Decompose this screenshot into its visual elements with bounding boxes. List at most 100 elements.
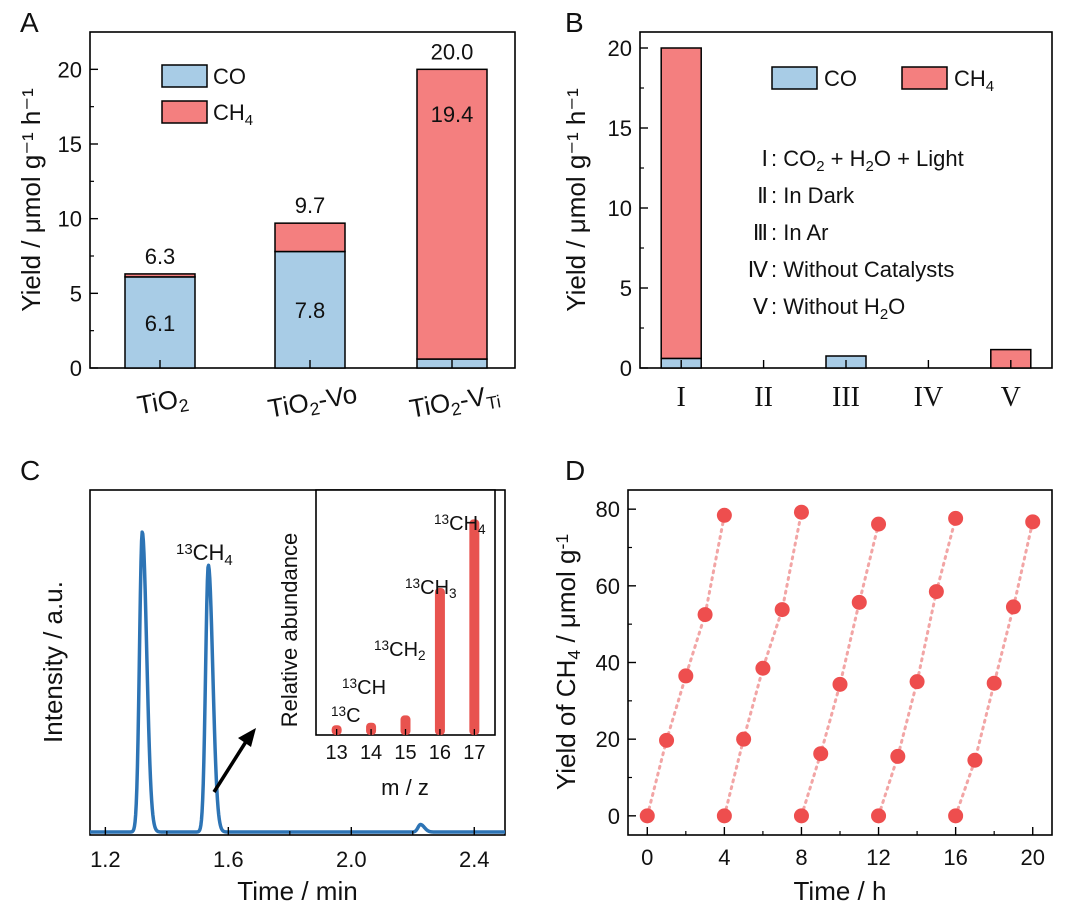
legend-label-co: CO <box>824 66 857 91</box>
x-tick-label: 2.4 <box>459 847 490 872</box>
y-tick-label: 20 <box>596 727 620 752</box>
data-point <box>1025 514 1041 530</box>
y-tick-label: 5 <box>70 281 82 306</box>
bar-value-label: 6.1 <box>145 311 176 336</box>
y-tick-label: 15 <box>608 116 632 141</box>
condition-text: : CO2 + H2O + Light <box>771 146 964 175</box>
x-tick-label: 20 <box>1020 845 1044 870</box>
data-point <box>967 752 983 768</box>
inset-y-axis-label: Relative abundance <box>277 533 302 727</box>
y-tick-label: 60 <box>596 574 620 599</box>
inset-x-axis-label: m / z <box>381 775 429 800</box>
x-tick-label: 16 <box>943 845 967 870</box>
x-tick-label: 2.0 <box>336 847 367 872</box>
y-tick-label: 40 <box>596 651 620 676</box>
y-tick-label: 10 <box>608 196 632 221</box>
legend-swatch-ch4 <box>901 66 948 90</box>
data-point <box>909 674 925 690</box>
bar-co <box>274 250 346 369</box>
bar-ch4 <box>660 47 702 360</box>
y-axis-label: Yield / μmol g⁻¹ h⁻¹ <box>561 88 591 312</box>
data-point <box>948 808 964 824</box>
condition-numeral: Ⅴ <box>753 294 768 319</box>
y-tick-label: 0 <box>620 356 632 381</box>
x-tick-label: IV <box>914 382 944 413</box>
x-tick-label: 0 <box>641 845 653 870</box>
legend-swatch-co <box>771 66 818 90</box>
data-point <box>928 584 944 600</box>
inset-x-tick-label: 13 <box>326 742 348 764</box>
y-axis-label: Yield / μmol g⁻¹ h⁻¹ <box>16 88 46 312</box>
x-tick-label: 4 <box>718 845 730 870</box>
y-tick-label: 5 <box>620 276 632 301</box>
data-point <box>716 808 732 824</box>
cycle-line <box>645 513 726 818</box>
plot-frame <box>627 489 1053 836</box>
condition-text: : In Ar <box>771 220 828 245</box>
bar-ch4 <box>416 68 488 360</box>
data-point <box>813 746 829 762</box>
data-point <box>948 510 964 526</box>
data-point <box>1005 599 1021 615</box>
bar-co <box>124 276 196 369</box>
condition-numeral: Ⅱ <box>757 183 768 208</box>
y-tick-label: 20 <box>58 57 82 82</box>
panel-labels: A B C D <box>20 7 585 486</box>
data-point <box>678 668 694 684</box>
legend-label-ch4: CH4 <box>954 66 994 95</box>
data-point <box>832 676 848 692</box>
inset-frame <box>315 489 496 736</box>
bar-total-label: 20.0 <box>431 39 474 64</box>
bar-total-label: 9.7 <box>295 193 326 218</box>
condition-numeral: Ⅰ <box>762 146 769 171</box>
inset-x-tick-label: 16 <box>429 742 451 764</box>
panel-label-c: C <box>20 455 40 486</box>
data-point <box>755 660 771 676</box>
arrow-head <box>238 728 256 747</box>
data-point <box>736 731 752 747</box>
cycle-line <box>722 510 803 818</box>
inset-x-tick-label: 15 <box>394 742 416 764</box>
data-point <box>659 732 675 748</box>
data-point <box>871 808 887 824</box>
y-tick-label: 0 <box>608 804 620 829</box>
x-tick-label: 12 <box>866 845 890 870</box>
cycle-line <box>954 520 1035 818</box>
x-tick-label: 8 <box>795 845 807 870</box>
x-tick-label: TiO2-Vo <box>266 379 360 427</box>
data-point <box>851 594 867 610</box>
inset-x-tick-label: 17 <box>463 742 485 764</box>
inset-bar-label: 13CH3 <box>405 576 457 601</box>
data-point <box>774 602 790 618</box>
panel-label-d: D <box>565 455 585 486</box>
peak-label: 13CH4 <box>176 540 233 569</box>
inset-bar <box>366 722 377 735</box>
x-axis-label: Time / h <box>794 876 887 906</box>
x-axis-label: Time / min <box>237 876 357 906</box>
x-tick-label: TiO2 <box>135 382 191 424</box>
x-tick-label: 1.6 <box>213 847 244 872</box>
y-tick-label: 15 <box>58 132 82 157</box>
cycle-line <box>800 522 880 818</box>
x-tick-label: II <box>754 382 773 413</box>
condition-numeral: Ⅲ <box>753 220 768 245</box>
data-point <box>793 808 809 824</box>
y-tick-label: 0 <box>70 356 82 381</box>
inset-bar-label: 13CH <box>342 676 386 699</box>
arrow-shaft <box>212 739 249 793</box>
legend-label-co: CO <box>213 64 246 89</box>
data-point <box>871 516 887 532</box>
bar-ch4 <box>274 222 346 253</box>
y-tick-label: 80 <box>596 497 620 522</box>
plot-frame <box>89 489 506 836</box>
data-point <box>697 607 713 623</box>
panel-a: 0 5 10 15 20 Yield / μmol g⁻¹ h⁻¹ 6.3 TiO2 9.7 Ti… <box>16 31 516 427</box>
condition-text: : Without Catalysts <box>771 257 954 282</box>
bar-value-label: 19.4 <box>431 102 474 127</box>
y-axis-label: Intensity / a.u. <box>38 581 68 743</box>
condition-text: : In Dark <box>771 183 855 208</box>
condition-text: : Without H2O <box>771 294 905 323</box>
panel-c: 1.2 1.6 2.0 2.4 Time / min Intensity / a.u. 13… <box>38 489 507 906</box>
